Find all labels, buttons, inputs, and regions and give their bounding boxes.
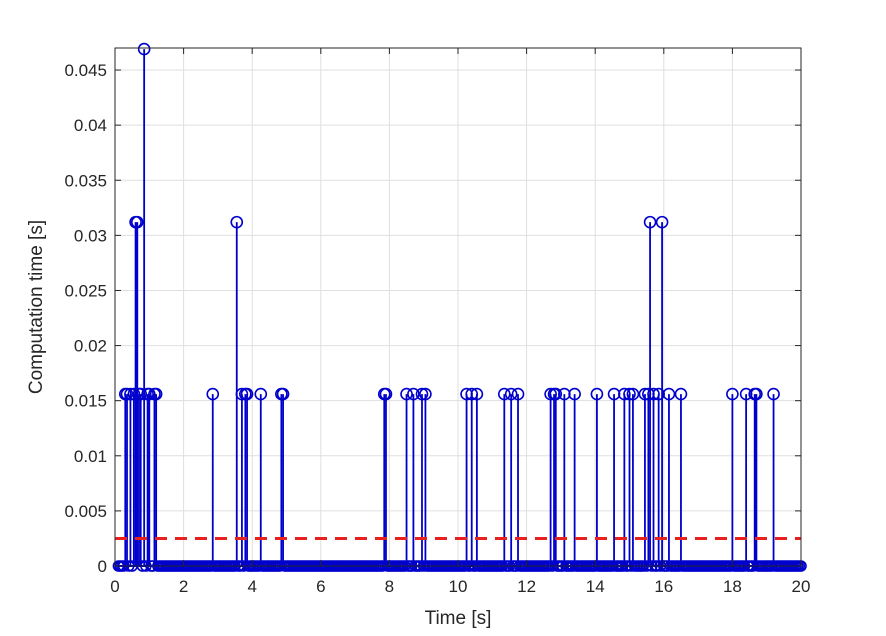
- stem-marker: [750, 387, 763, 401]
- stem-marker: [623, 387, 636, 401]
- stem-marker: [254, 387, 268, 401]
- stem-marker: [206, 387, 220, 401]
- stem-marker: [662, 387, 676, 401]
- x-tick-label: 0: [110, 577, 119, 596]
- ticks: [114, 48, 802, 567]
- x-tick-label: 20: [792, 577, 811, 596]
- y-axis-title: Computation time [s]: [26, 220, 47, 394]
- stem-marker: [127, 387, 141, 401]
- y-tick-label: 0.01: [74, 447, 107, 466]
- stem-marker: [470, 387, 484, 401]
- y-tick-label: 0.03: [74, 226, 107, 245]
- y-tick-label: 0.02: [74, 337, 107, 356]
- y-tick-label: 0.005: [64, 502, 107, 521]
- stem-marker: [674, 387, 688, 401]
- stem-marker: [415, 387, 429, 401]
- stem-marker: [544, 387, 557, 401]
- x-axis-title: Time [s]: [425, 608, 492, 629]
- stem-marker: [235, 387, 249, 401]
- stem-marker: [400, 387, 413, 401]
- x-tick-label: 16: [654, 577, 673, 596]
- x-tick-label: 4: [247, 577, 256, 596]
- x-tick-label: 2: [179, 577, 188, 596]
- stem-marker: [643, 215, 657, 229]
- stem-marker: [511, 387, 525, 401]
- stem-marker: [379, 387, 393, 401]
- x-tick-label: 18: [723, 577, 742, 596]
- stem-marker: [149, 387, 163, 401]
- stem-marker: [230, 215, 244, 229]
- stem-marker: [638, 387, 652, 401]
- y-tick-label: 0.035: [64, 171, 107, 190]
- x-tick-label: 12: [517, 577, 536, 596]
- tick-labels: 0 2 4 6 8 10 12 14 16 18 20 0 0.005 0.01 0.015 0.02 0.02…: [64, 61, 810, 596]
- y-tick-label: 0: [98, 557, 107, 576]
- stem-marker: [276, 387, 290, 401]
- stem-marker: [618, 387, 631, 401]
- stem-marker: [130, 215, 144, 229]
- stem-marker: [498, 387, 511, 401]
- y-tick-label: 0.015: [64, 392, 107, 411]
- y-tick-label: 0.045: [64, 61, 107, 80]
- stem-marker: [767, 387, 780, 401]
- stem-marker: [137, 42, 151, 56]
- stem-marker: [647, 387, 660, 401]
- stem-marker: [549, 387, 563, 401]
- stem-marker: [655, 215, 669, 229]
- stem-marker: [726, 387, 739, 401]
- stem-marker: [504, 387, 518, 401]
- x-tick-label: 10: [449, 577, 468, 596]
- stem-marker: [120, 387, 134, 401]
- x-tick-label: 8: [385, 577, 394, 596]
- stem-marker: [134, 387, 148, 401]
- stem-marker: [419, 387, 432, 401]
- x-tick-label: 6: [316, 577, 325, 596]
- stem-marker: [568, 387, 581, 401]
- y-tick-label: 0.04: [74, 116, 107, 135]
- stem-marker: [407, 387, 420, 401]
- stem-marker: [626, 387, 640, 401]
- x-tick-label: 14: [586, 577, 605, 596]
- stem-marker: [465, 387, 479, 401]
- y-tick-label: 0.025: [64, 281, 107, 300]
- stem-marker: [143, 387, 156, 401]
- stem-marker: [590, 387, 604, 401]
- stem-marker: [240, 387, 254, 401]
